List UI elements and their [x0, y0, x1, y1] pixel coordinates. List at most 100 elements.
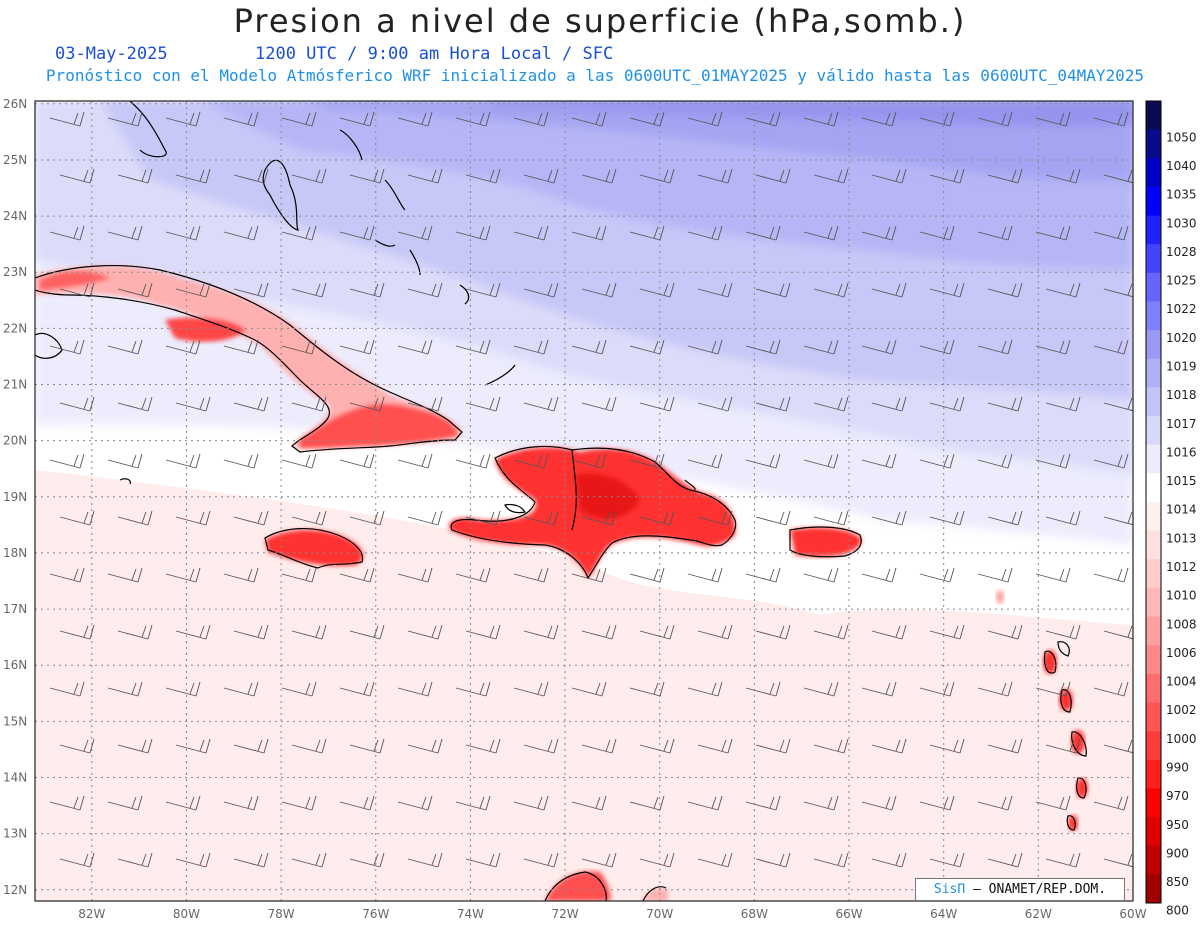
wind-barb [861, 111, 897, 127]
wind-barb [639, 282, 675, 298]
lat-tick-label: 15N [3, 714, 27, 728]
wind-barb [629, 567, 665, 583]
colorbar-label: 1022 [1166, 302, 1197, 316]
wind-barb [803, 681, 839, 697]
wind-barb [165, 681, 201, 697]
wind-barb [339, 681, 375, 697]
wind-barb [59, 396, 95, 412]
colorbar-label: 1006 [1166, 646, 1197, 660]
wind-barb [919, 339, 955, 355]
lat-tick-label: 21N [3, 378, 27, 392]
credit-box: SisΠ – ONAMET/REP.DOM. [915, 878, 1125, 901]
lon-tick-label: 70W [646, 907, 673, 921]
lon-tick-label: 64W [930, 907, 957, 921]
colorbar-label: 1028 [1166, 245, 1197, 259]
wind-barb [1035, 339, 1071, 355]
wind-barb [639, 510, 675, 526]
colorbar-label: 1017 [1166, 417, 1197, 431]
wind-barb [929, 396, 965, 412]
wind-barb [581, 738, 617, 754]
wind-barb [455, 681, 491, 697]
colorbar-label: 800 [1166, 904, 1189, 918]
wind-barb [581, 852, 617, 868]
lat-tick-label: 26N [3, 97, 27, 111]
wind-barb [861, 681, 897, 697]
wind-barb [987, 738, 1023, 754]
wind-barb [755, 624, 791, 640]
wind-barb [291, 738, 327, 754]
wind-barb [697, 396, 733, 412]
colorbar-swatch [1146, 272, 1161, 302]
wind-barb [223, 111, 259, 127]
colorbar-label: 1014 [1166, 503, 1197, 517]
wind-barb [919, 681, 955, 697]
colorbar-swatch [1146, 616, 1161, 646]
colorbar-swatch [1146, 358, 1161, 388]
wind-barb [107, 567, 143, 583]
wind-barb [987, 510, 1023, 526]
wind-barb [465, 624, 501, 640]
wind-barb [813, 852, 849, 868]
wind-barb [697, 510, 733, 526]
wind-barb [639, 738, 675, 754]
wind-barb [523, 168, 559, 184]
wind-barb [117, 510, 153, 526]
wind-barb [755, 168, 791, 184]
lat-tick-label: 12N [3, 883, 27, 897]
wind-barb [407, 738, 443, 754]
colorbar-swatch [1146, 702, 1161, 732]
wind-barb [977, 795, 1013, 811]
wind-barb [803, 111, 839, 127]
wind-barb [223, 453, 259, 469]
wind-barb [755, 738, 791, 754]
wind-barbs [49, 111, 1133, 868]
wind-barb [1035, 567, 1071, 583]
wind-barb [281, 339, 317, 355]
wind-barb [397, 567, 433, 583]
wind-barb [687, 453, 723, 469]
wind-barb [455, 453, 491, 469]
colorbar-label: 950 [1166, 818, 1189, 832]
wind-barb [629, 453, 665, 469]
wind-barb [755, 396, 791, 412]
wind-barb [755, 852, 791, 868]
wind-barb [813, 738, 849, 754]
lat-tick-label: 19N [3, 490, 27, 504]
wind-barb [977, 339, 1013, 355]
wind-barb [223, 339, 259, 355]
wind-barb [803, 567, 839, 583]
longitude-labels: 82W 80W 78W 76W 74W 72W 70W 68W 66W 64W 62W 60W [78, 907, 1146, 921]
wind-barb [745, 111, 781, 127]
colorbar-swatch [1146, 759, 1161, 789]
wind-barb [1035, 795, 1071, 811]
wind-barb [465, 510, 501, 526]
wind-barb [117, 168, 153, 184]
colorbar-swatch [1146, 473, 1161, 503]
wind-barb [49, 795, 85, 811]
wind-barb [349, 510, 385, 526]
valid-time: 1200 UTC / 9:00 am Hora Local / SFC [255, 44, 614, 64]
colorbar-swatch [1146, 186, 1161, 217]
colorbar-label: 970 [1166, 789, 1189, 803]
wind-barb [581, 168, 617, 184]
wind-barb [745, 225, 781, 241]
wind-barb [175, 168, 211, 184]
wind-barb [639, 624, 675, 640]
wind-barb [291, 624, 327, 640]
wind-barb [223, 795, 259, 811]
wind-barb [697, 282, 733, 298]
wind-barb [813, 168, 849, 184]
wind-barb [291, 396, 327, 412]
wind-barb [571, 453, 607, 469]
wind-barb [871, 852, 907, 868]
wind-barb [745, 795, 781, 811]
wind-barb [117, 282, 153, 298]
wind-barb [165, 795, 201, 811]
wind-barb [281, 681, 317, 697]
wind-barb [929, 624, 965, 640]
wind-barb [107, 111, 143, 127]
wind-barb [397, 339, 433, 355]
colorbar-label: 1035 [1166, 188, 1197, 202]
wind-barb [987, 168, 1023, 184]
colorbar-swatch [1146, 788, 1161, 818]
